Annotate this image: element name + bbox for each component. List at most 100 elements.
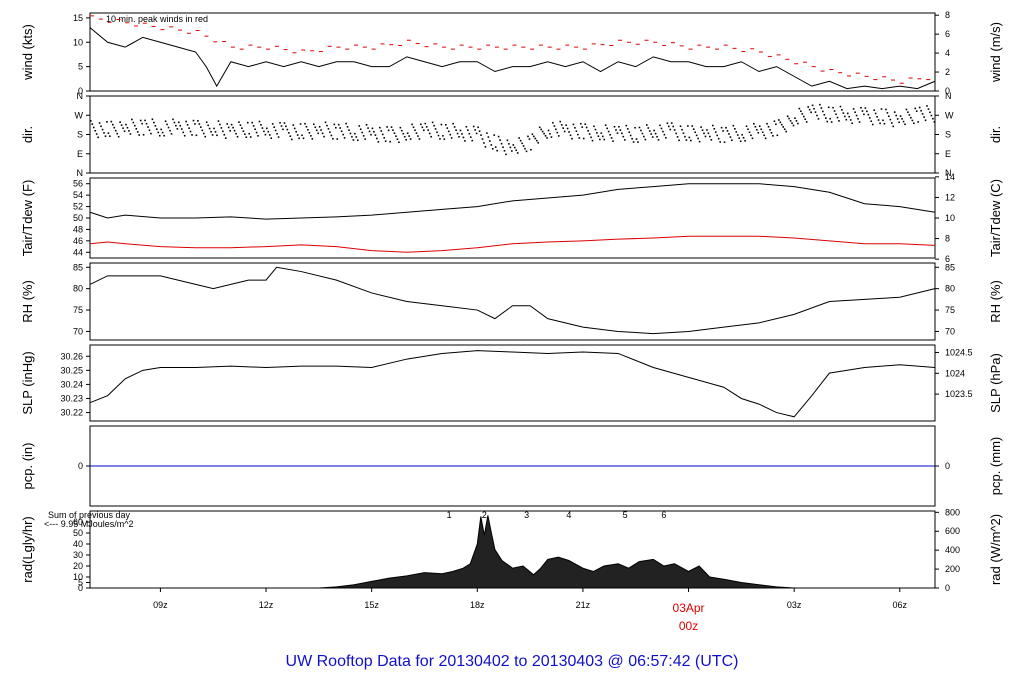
panel-rh: 70 75 80 85 70 75 80 85 RH (%) RH (%) bbox=[20, 262, 1003, 341]
dir-point bbox=[757, 132, 760, 134]
dir-point bbox=[775, 123, 777, 126]
dir-point bbox=[750, 134, 752, 137]
dir-point bbox=[136, 131, 139, 133]
series-dir bbox=[90, 103, 936, 156]
dir-point bbox=[421, 126, 424, 129]
dir-point bbox=[773, 120, 776, 123]
right-tick-label-temp: 6 bbox=[945, 254, 950, 264]
right-tick-label-wind: 2 bbox=[945, 67, 950, 77]
dir-point bbox=[227, 126, 230, 129]
dir-point bbox=[337, 123, 340, 126]
dir-point bbox=[867, 113, 870, 116]
dir-point bbox=[292, 124, 295, 126]
dir-point bbox=[145, 122, 148, 125]
dir-point bbox=[923, 116, 925, 118]
right-tick-label-dir: W bbox=[945, 110, 954, 120]
dir-point bbox=[210, 130, 212, 133]
dir-point bbox=[150, 132, 152, 135]
dir-point bbox=[445, 124, 447, 126]
dir-point bbox=[587, 129, 589, 132]
series-wind bbox=[89, 27, 936, 90]
dir-point bbox=[276, 132, 278, 135]
dir-point bbox=[512, 144, 515, 146]
dir-point bbox=[285, 125, 287, 128]
right-tick-label-dir: E bbox=[945, 149, 951, 159]
panel-annotation-wind: 10 min. peak winds in red bbox=[106, 14, 208, 24]
dir-point bbox=[920, 109, 922, 112]
dir-point bbox=[103, 132, 105, 134]
dir-point bbox=[390, 126, 393, 128]
dir-point bbox=[785, 130, 787, 133]
dir-point bbox=[838, 120, 840, 122]
dir-point bbox=[185, 120, 187, 123]
dir-point bbox=[675, 132, 677, 135]
dir-point bbox=[685, 139, 688, 141]
dir-point bbox=[783, 128, 786, 131]
dir-point bbox=[411, 123, 413, 126]
dir-point bbox=[467, 129, 469, 132]
dir-point bbox=[609, 133, 611, 136]
dir-point bbox=[707, 132, 710, 135]
series-SLP bbox=[89, 350, 936, 418]
series-peak bbox=[90, 15, 931, 84]
dir-point bbox=[420, 123, 422, 126]
dir-point bbox=[873, 109, 875, 111]
dir-point bbox=[424, 122, 427, 125]
dir-point bbox=[104, 135, 107, 137]
dir-point bbox=[849, 119, 852, 121]
dir-point bbox=[324, 121, 327, 124]
hour-label-2: 2 bbox=[482, 510, 487, 520]
dir-point bbox=[537, 141, 540, 144]
dir-point bbox=[376, 137, 378, 140]
dir-point bbox=[129, 133, 132, 135]
dir-point bbox=[640, 129, 642, 132]
dir-point bbox=[119, 121, 121, 123]
right-tick-label-temp: 14 bbox=[945, 172, 955, 182]
dir-point bbox=[691, 125, 694, 127]
dir-point bbox=[858, 121, 861, 123]
dir-point bbox=[814, 111, 817, 113]
right-tick-label-temp: 10 bbox=[945, 213, 955, 223]
dir-point bbox=[524, 147, 526, 150]
dir-point bbox=[546, 137, 548, 139]
dir-point bbox=[756, 128, 758, 131]
dir-point bbox=[582, 137, 585, 140]
dir-point bbox=[241, 127, 243, 129]
left-tick-label-rad: 0 bbox=[78, 583, 83, 593]
dir-point bbox=[621, 132, 623, 135]
right-tick-label-rad: 600 bbox=[945, 526, 960, 536]
dir-point bbox=[202, 132, 205, 135]
dir-point bbox=[871, 123, 874, 126]
dir-point bbox=[358, 125, 361, 127]
dir-point bbox=[907, 111, 909, 114]
dir-point bbox=[405, 138, 408, 141]
dir-point bbox=[632, 141, 635, 143]
dir-point bbox=[763, 134, 765, 137]
dir-point bbox=[563, 130, 566, 133]
dir-point bbox=[490, 144, 493, 146]
dir-point bbox=[565, 124, 567, 126]
dir-point bbox=[710, 139, 713, 141]
dir-point bbox=[626, 128, 629, 130]
dir-point bbox=[833, 110, 836, 112]
dir-point bbox=[271, 123, 274, 125]
right-axis-label-slp: SLP (hPa) bbox=[988, 353, 1003, 413]
dir-point bbox=[226, 123, 229, 125]
dir-point bbox=[729, 136, 732, 138]
dir-point bbox=[106, 121, 108, 123]
dir-point bbox=[503, 149, 506, 152]
panel-pcp: 0 0 pcp. (in) pcp. (mm) bbox=[20, 425, 1003, 507]
right-axis-label-rad: rad (W/m^2) bbox=[988, 514, 1003, 585]
dir-point bbox=[641, 132, 644, 135]
dir-point bbox=[739, 140, 742, 143]
dir-point bbox=[712, 124, 714, 127]
dir-point bbox=[251, 121, 253, 124]
dir-point bbox=[327, 128, 330, 130]
dir-point bbox=[452, 122, 454, 125]
dir-point bbox=[126, 126, 129, 129]
dir-point bbox=[182, 131, 185, 134]
left-tick-label-temp: 52 bbox=[73, 202, 83, 212]
left-tick-label-rad: 20 bbox=[73, 561, 83, 571]
